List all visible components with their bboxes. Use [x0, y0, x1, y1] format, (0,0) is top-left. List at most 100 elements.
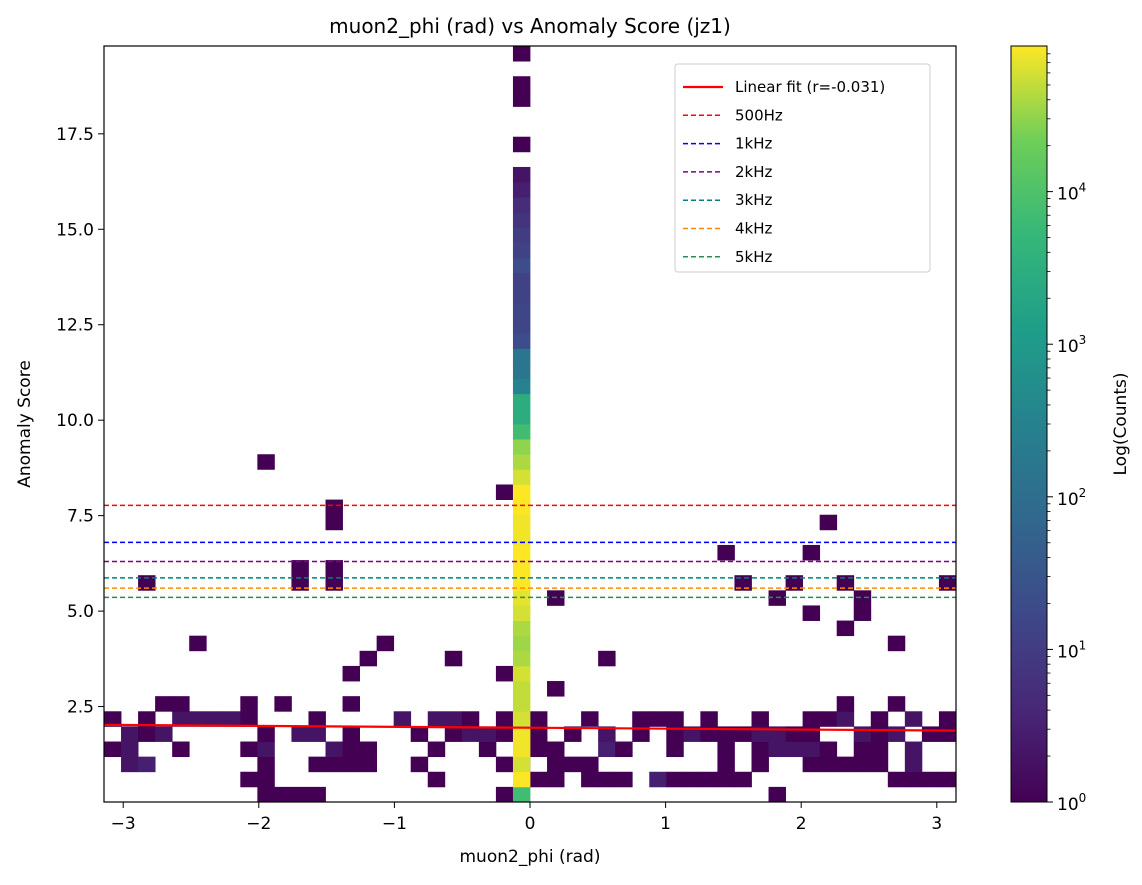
heatmap-cell: [564, 726, 582, 742]
heatmap-cell: [938, 726, 956, 742]
colorbar-ticks: 100 101 102 103 104: [1047, 53, 1086, 815]
central-column-cell: [512, 681, 531, 697]
heatmap-cell: [802, 711, 821, 727]
heatmap-cell: [904, 741, 923, 758]
heatmap-cell: [802, 605, 821, 621]
heatmap-cell: [734, 575, 752, 591]
central-column-cell: [512, 620, 531, 637]
heatmap-cell: [887, 696, 906, 712]
heatmap-cell: [206, 711, 224, 727]
heatmap-cell: [666, 771, 684, 788]
heatmap-cell: [785, 741, 804, 758]
heatmap-cell: [683, 771, 701, 788]
heatmap-cell: [223, 711, 241, 727]
y-tick-label: 10.0: [56, 411, 94, 431]
heatmap-cell: [802, 741, 821, 758]
heatmap-cell: [598, 726, 616, 742]
heatmap-cell: [666, 711, 684, 727]
y-tick-label: 2.5: [67, 698, 94, 718]
heatmap-cell: [717, 756, 735, 773]
heatmap-cell: [598, 741, 616, 758]
heatmap-cell: [495, 756, 514, 773]
colorbar-tick-label: 101: [1057, 638, 1086, 662]
heatmap-cell: [495, 484, 514, 500]
heatmap-cell: [938, 575, 956, 591]
heatmap-cell: [325, 575, 343, 591]
heatmap-cell: [495, 665, 514, 682]
heatmap-cell: [359, 756, 378, 773]
heatmap-cell: [615, 741, 633, 758]
y-axis-label: Anomaly Score: [15, 360, 35, 488]
colorbar-tick-label: 103: [1057, 333, 1086, 357]
colorbar-tick-label: 100: [1057, 791, 1086, 815]
heatmap-cell: [666, 726, 684, 742]
central-column-cell: [512, 393, 531, 410]
heatmap-cell: [359, 650, 378, 667]
heatmap-cell: [904, 711, 923, 727]
heatmap-cell: [870, 741, 889, 758]
heatmap-cell: [240, 771, 258, 788]
legend-box: [674, 63, 931, 273]
heatmap-cell: [717, 726, 735, 742]
heatmap-cell: [529, 711, 548, 727]
legend-label: 3kHz: [735, 191, 773, 209]
heatmap-cell: [904, 771, 923, 788]
central-column-cell: [512, 786, 531, 802]
central-column-cell: [512, 529, 531, 546]
y-tick-label: 7.5: [67, 507, 94, 527]
legend-label: 5kHz: [735, 248, 773, 266]
heatmap-cell: [308, 756, 326, 773]
heatmap-cell: [819, 711, 838, 727]
heatmap-cell: [785, 575, 804, 591]
heatmap-cell: [257, 741, 275, 758]
legend: Linear fit (r=-0.031) 500Hz 1kHz 2kHz 3kHz 4k…: [674, 63, 931, 273]
y-tick-label: 12.5: [56, 316, 94, 336]
central-column-cell: [512, 635, 531, 652]
heatmap-cell: [666, 741, 684, 758]
y-tick-label: 15.0: [56, 220, 94, 240]
y-tick-label: 5.0: [67, 602, 94, 622]
heatmap-cell: [734, 771, 752, 788]
heatmap-cell: [649, 711, 667, 727]
heatmap-cell: [410, 726, 429, 742]
heatmap-cell: [427, 741, 446, 758]
central-column-cell: [512, 696, 531, 712]
heatmap-cell: [819, 756, 838, 773]
heatmap-cell: [836, 696, 855, 712]
heatmap-cell: [819, 514, 838, 531]
heatmap-cell: [240, 711, 258, 727]
heatmap-cell: [802, 756, 821, 773]
x-tick-label: −2: [246, 814, 271, 834]
heatmap-cell: [427, 711, 446, 727]
heatmap-cell: [342, 665, 360, 682]
heatmap-cell: [802, 544, 821, 561]
central-column-cell: [512, 469, 531, 485]
heatmap-cell: [138, 711, 156, 727]
central-column-cell: [512, 484, 531, 500]
heatmap-cell: [325, 756, 343, 773]
central-column-cell: [512, 771, 531, 788]
central-column-cell: [512, 136, 531, 153]
heatmap-cell: [342, 756, 360, 773]
heatmap-cell: [478, 741, 497, 758]
heatmap-cell: [853, 590, 872, 606]
central-column-cell: [512, 46, 531, 62]
colorbar-tick-label: 104: [1057, 181, 1086, 205]
fit-line: [104, 723, 956, 732]
central-column-cell: [512, 91, 531, 107]
overlay-lines: [104, 504, 956, 732]
heatmap-cell: [155, 726, 173, 742]
heatmap-cell: [887, 635, 906, 652]
heatmap-cell: [495, 786, 514, 802]
legend-label: Linear fit (r=-0.031): [735, 78, 885, 96]
heatmap-cell: [359, 741, 378, 758]
central-column-cell: [512, 242, 531, 259]
heatmap-cells: [104, 46, 956, 802]
central-column-cell: [512, 544, 531, 561]
heatmap-cell: [853, 756, 872, 773]
heatmap-cell: [649, 771, 667, 788]
central-column-cell: [512, 560, 531, 576]
heatmap-cell: [410, 756, 429, 773]
heatmap-cell: [376, 635, 395, 652]
